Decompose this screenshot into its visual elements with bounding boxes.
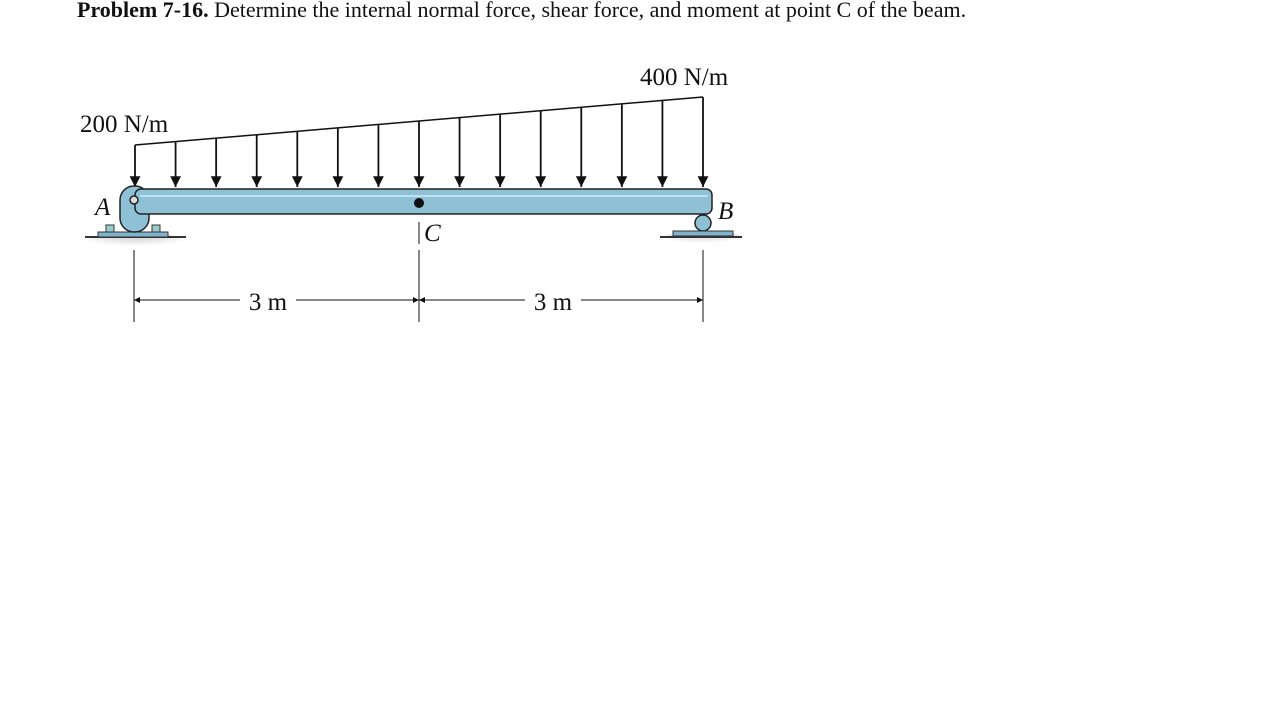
dimension-label: 3 m — [534, 289, 573, 316]
load-arrows — [129, 97, 709, 187]
point-c-dot — [414, 198, 424, 208]
point-b-label: B — [718, 198, 733, 225]
bolt — [151, 224, 161, 233]
problem-label: Problem 7-16. — [77, 0, 209, 22]
point-c-label: C — [424, 220, 441, 247]
dimension-label: 3 m — [249, 289, 288, 316]
bolt — [105, 224, 115, 233]
base-plate-a — [97, 231, 169, 238]
load-right-label: 400 N/m — [640, 64, 729, 91]
roller-b — [694, 214, 712, 232]
problem-text: Determine the internal normal force, she… — [214, 0, 966, 22]
problem-statement: Problem 7-16. Determine the internal nor… — [77, 0, 966, 22]
pin — [129, 195, 139, 205]
base-plate-b — [672, 230, 734, 237]
point-a-label: A — [93, 194, 111, 221]
load-left-label: 200 N/m — [80, 111, 169, 138]
